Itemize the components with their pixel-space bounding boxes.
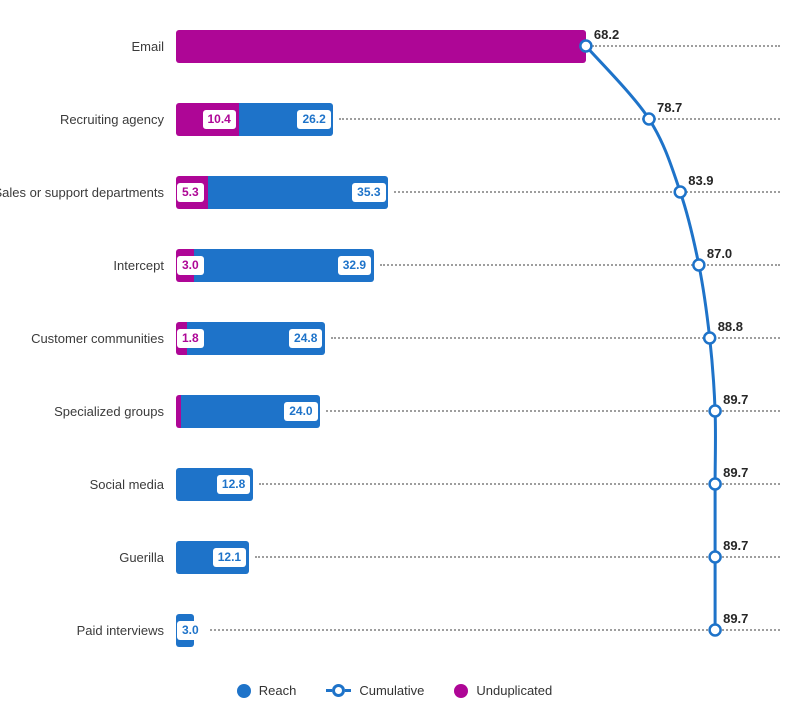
legend-item-unduplicated[interactable]: Unduplicated [454,683,552,698]
legend-open-ring-icon [326,684,352,697]
cumulative-marker[interactable] [708,404,722,418]
row-leader-dotted-line [326,410,780,412]
cumulative-marker[interactable] [708,477,722,491]
bar-value-label: 3.0 [177,620,204,640]
cumulative-marker[interactable] [702,331,717,345]
cumulative-value-label: 78.7 [656,100,683,115]
legend-label: Reach [258,683,297,698]
unduplicated-bar-segment[interactable] [176,29,586,63]
category-label: Recruiting agency [59,111,164,127]
legend-item-reach[interactable]: Reach [236,683,297,698]
bar-value-label: 12.1 [212,547,247,567]
category-label: Email [131,38,164,54]
legend-solid-dot-icon [236,683,251,698]
bar-value-label: 35.3 [352,182,386,202]
cumulative-marker[interactable] [642,112,656,126]
row-leader-dotted-line [379,264,780,266]
row-leader-dotted-line [258,483,780,485]
row-leader-dotted-line [339,118,780,120]
legend: Reach Cumulative Unduplicated [0,683,789,698]
category-label: Social media [89,476,164,492]
legend-label: Cumulative [359,683,425,698]
cumulative-marker[interactable] [708,550,722,564]
cumulative-value-label: 87.0 [706,246,733,261]
row-leader-dotted-line [591,45,780,47]
row-leader-dotted-line [210,629,780,631]
bar-value-label: 32.9 [337,255,372,275]
cumulative-marker[interactable] [673,185,687,199]
cumulative-value-label: 89.7 [723,538,749,553]
bar-value-label: 26.2 [297,109,331,129]
cumulative-value-label: 88.8 [717,319,743,334]
cumulative-value-label: 68.2 [593,27,620,42]
legend-label: Unduplicated [476,683,553,698]
cumulative-marker[interactable] [692,258,706,272]
row-leader-dotted-line [254,556,780,558]
cumulative-marker[interactable] [708,623,722,637]
bar-value-label: 10.4 [202,109,236,129]
category-label: Paid interviews [76,622,164,638]
legend-solid-dot-icon [454,683,469,698]
category-label: Customer communities [31,330,164,346]
row-leader-dotted-line [394,191,780,193]
cumulative-value-label: 89.7 [723,611,749,626]
row-leader-dotted-line [331,337,780,339]
legend-item-cumulative[interactable]: Cumulative [326,683,424,698]
cumulative-value-label: 89.7 [723,392,749,407]
bar-value-label: 12.8 [216,474,251,494]
cumulative-value-label: 89.7 [723,465,749,480]
category-label: Intercept [113,257,164,273]
unduplicated-bar-segment[interactable] [176,394,182,428]
category-label: Guerilla [119,549,164,565]
category-label: Specialized groups [54,403,164,419]
cumulative-marker[interactable] [579,39,593,53]
bar-value-label: 3.0 [177,255,204,275]
category-label: Sales or support departments [0,184,164,200]
bar-value-label: 1.8 [177,328,204,348]
cumulative-value-label: 83.9 [688,173,714,188]
bar-value-label: 24.8 [289,328,323,348]
bar-value-label: 24.0 [284,401,318,421]
bar-value-label: 5.3 [177,182,204,202]
